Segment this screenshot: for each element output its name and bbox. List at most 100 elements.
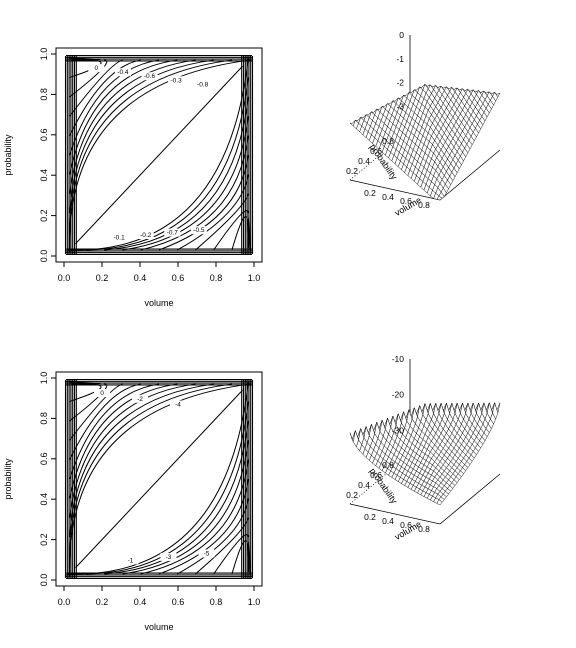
y-tick-label: 0.6 xyxy=(39,453,49,466)
contour-label-bg xyxy=(132,394,148,403)
surface-box-edge xyxy=(349,473,501,525)
z-tick-label: 0 xyxy=(399,30,404,40)
contour-line xyxy=(176,498,249,575)
y-tick-label: 0.2 xyxy=(346,490,358,500)
y-tick-label: 0.8 xyxy=(39,88,49,101)
contour-plot-bottom: 0.0 0.2 0.4 0.6 0.8 1.0 0.0 0.2 0.4 0.6 0.8 1.0 volu… xyxy=(3,371,263,632)
x-tick-label: 0.2 xyxy=(364,188,376,198)
z-tick-label: -1 xyxy=(396,54,404,64)
contour-label-bg xyxy=(164,228,181,237)
z-tick-label: -3 xyxy=(396,101,404,111)
x-tick-label: 0.0 xyxy=(58,273,71,283)
y-tick-label: 0.6 xyxy=(370,470,382,480)
contour-line xyxy=(69,383,178,499)
y-tick-label: 0.2 xyxy=(346,166,358,176)
y-tick-label: 0.4 xyxy=(358,480,370,490)
contour-label-bg xyxy=(160,552,177,561)
x-tick-label: 0.6 xyxy=(172,273,185,283)
x-tick-label: 0.0 xyxy=(58,597,71,607)
contour-label-bg xyxy=(198,549,215,558)
y-tick-label: 0.6 xyxy=(370,146,382,156)
contour-label: -0.6 xyxy=(144,73,156,80)
contour-label-bg xyxy=(194,80,211,89)
x-tick-label: 0.4 xyxy=(382,192,394,202)
y-axis-label: probability xyxy=(3,458,13,500)
z-tick-label: -10 xyxy=(392,354,405,364)
contour-label-bg xyxy=(190,226,207,235)
contour-label: 0 xyxy=(100,390,104,397)
contour-ridge xyxy=(75,389,243,569)
contour-line xyxy=(69,383,141,460)
contour-line xyxy=(176,174,249,251)
contour-label: 0 xyxy=(94,65,98,72)
contour-label: -0.5 xyxy=(193,227,205,234)
contour-label-bg xyxy=(114,68,131,77)
surface-plot-top: 0-1-2-30.2 0.4 0.6 0.80.80.60.40.2volumepro… xyxy=(346,30,501,218)
contour-label: -5 xyxy=(204,550,210,557)
contour-line xyxy=(69,59,214,214)
x-tick-label: 0.6 xyxy=(172,597,185,607)
surface-box-edge xyxy=(349,129,411,181)
contour-label: -3 xyxy=(166,554,172,561)
contour-line xyxy=(140,135,249,251)
contour-label: -4 xyxy=(175,402,181,409)
z-tick-label: -2 xyxy=(396,78,404,88)
contour-label-bg xyxy=(141,72,158,81)
plot-frame xyxy=(55,47,263,263)
plot-frame xyxy=(55,371,263,587)
y-tick-label: 0.2 xyxy=(39,209,49,222)
x-tick-label: 0.6 xyxy=(400,196,412,206)
contour-line xyxy=(69,59,141,136)
contour-line xyxy=(140,459,249,575)
contour-line xyxy=(69,59,251,252)
y-tick-label: 0.8 xyxy=(39,412,49,425)
contour-label-bg xyxy=(168,76,185,85)
contour-line xyxy=(67,381,249,575)
contour-label: -2 xyxy=(137,396,143,403)
y-tick-label: 0.8 xyxy=(382,460,394,470)
y-tick-label: 0.0 xyxy=(39,574,49,587)
y-tick-label: 0.6 xyxy=(39,129,49,142)
contour-line xyxy=(213,210,249,251)
contour-line xyxy=(122,116,249,251)
x-tick-label: 0.4 xyxy=(134,597,147,607)
y-tick-label: 0.2 xyxy=(39,533,49,546)
contour-label: -0.7 xyxy=(167,230,179,237)
x-tick-label: 0.2 xyxy=(96,597,109,607)
contour-label-bg xyxy=(137,231,154,240)
contour-label: -1 xyxy=(128,557,134,564)
x-tick-label: 0.8 xyxy=(418,200,430,210)
contour-label: -0.8 xyxy=(197,81,209,88)
contour-label-bg xyxy=(111,233,128,242)
y-tick-label: 0.0 xyxy=(39,250,49,263)
surface-plot-bottom: -10-20-300.2 0.4 0.6 0.80.80.60.40.2volumep… xyxy=(346,354,501,542)
contour-line xyxy=(69,59,178,175)
contour-line xyxy=(122,440,249,575)
contour-label: -0.4 xyxy=(117,69,129,76)
contour-line xyxy=(104,420,249,575)
contour-label: -0.2 xyxy=(140,232,152,239)
contour-plot-top: 0.0 0.2 0.4 0.6 0.8 1.0 0.0 0.2 0.4 0.6 0.8 1.0 volu… xyxy=(3,47,263,308)
surface-facet xyxy=(436,195,443,201)
x-axis-label: volume xyxy=(144,298,173,308)
surface-box-edge xyxy=(349,453,411,505)
x-tick-label: 0.4 xyxy=(382,516,394,526)
contour-line xyxy=(69,383,214,538)
x-tick-label: 0.8 xyxy=(210,597,223,607)
contour-label: -0.3 xyxy=(170,77,182,84)
y-tick-label: 0.4 xyxy=(39,493,49,506)
contour-line xyxy=(69,383,251,576)
x-tick-label: 0.6 xyxy=(400,520,412,530)
contour-label-bg xyxy=(122,556,139,565)
x-tick-label: 0.2 xyxy=(364,512,376,522)
y-tick-label: 0.4 xyxy=(358,156,370,166)
contour-label: -0.1 xyxy=(113,234,125,241)
x-tick-label: 1.0 xyxy=(248,597,261,607)
x-tick-label: 1.0 xyxy=(248,273,261,283)
contour-label-bg xyxy=(88,64,105,73)
contour-label-bg xyxy=(170,400,186,409)
z-tick-label: -30 xyxy=(392,425,405,435)
x-tick-label: 0.2 xyxy=(96,273,109,283)
y-tick-label: 0.4 xyxy=(39,169,49,182)
